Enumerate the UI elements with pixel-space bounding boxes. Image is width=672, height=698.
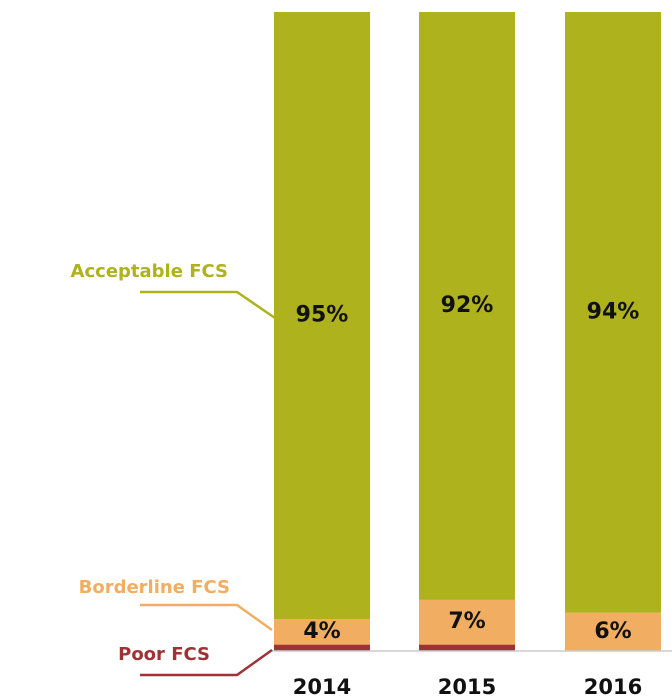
series-label: Borderline FCS xyxy=(79,577,230,598)
bar-segment xyxy=(419,599,515,645)
x-tick-label: 2014 xyxy=(293,675,351,698)
x-tick-label: 2015 xyxy=(438,675,496,698)
series-label: Poor FCS xyxy=(118,644,210,665)
data-label: 7% xyxy=(448,609,485,634)
data-label: 94% xyxy=(587,299,640,324)
bar-segment xyxy=(274,619,370,645)
bar-segment xyxy=(565,612,661,651)
bar-segment xyxy=(419,644,515,651)
leader-line xyxy=(140,648,273,677)
data-label: 4% xyxy=(303,619,340,644)
data-label: 92% xyxy=(441,293,494,318)
data-label: 6% xyxy=(594,619,631,644)
leader-line xyxy=(140,290,276,320)
x-tick-label: 2016 xyxy=(584,675,642,698)
bar-segment xyxy=(274,12,370,620)
bar-segment xyxy=(419,12,515,600)
bar-segment xyxy=(274,644,370,651)
bar-segment xyxy=(565,12,661,613)
data-label: 95% xyxy=(296,303,349,328)
leader-line xyxy=(140,603,273,632)
series-label: Acceptable FCS xyxy=(71,261,228,282)
